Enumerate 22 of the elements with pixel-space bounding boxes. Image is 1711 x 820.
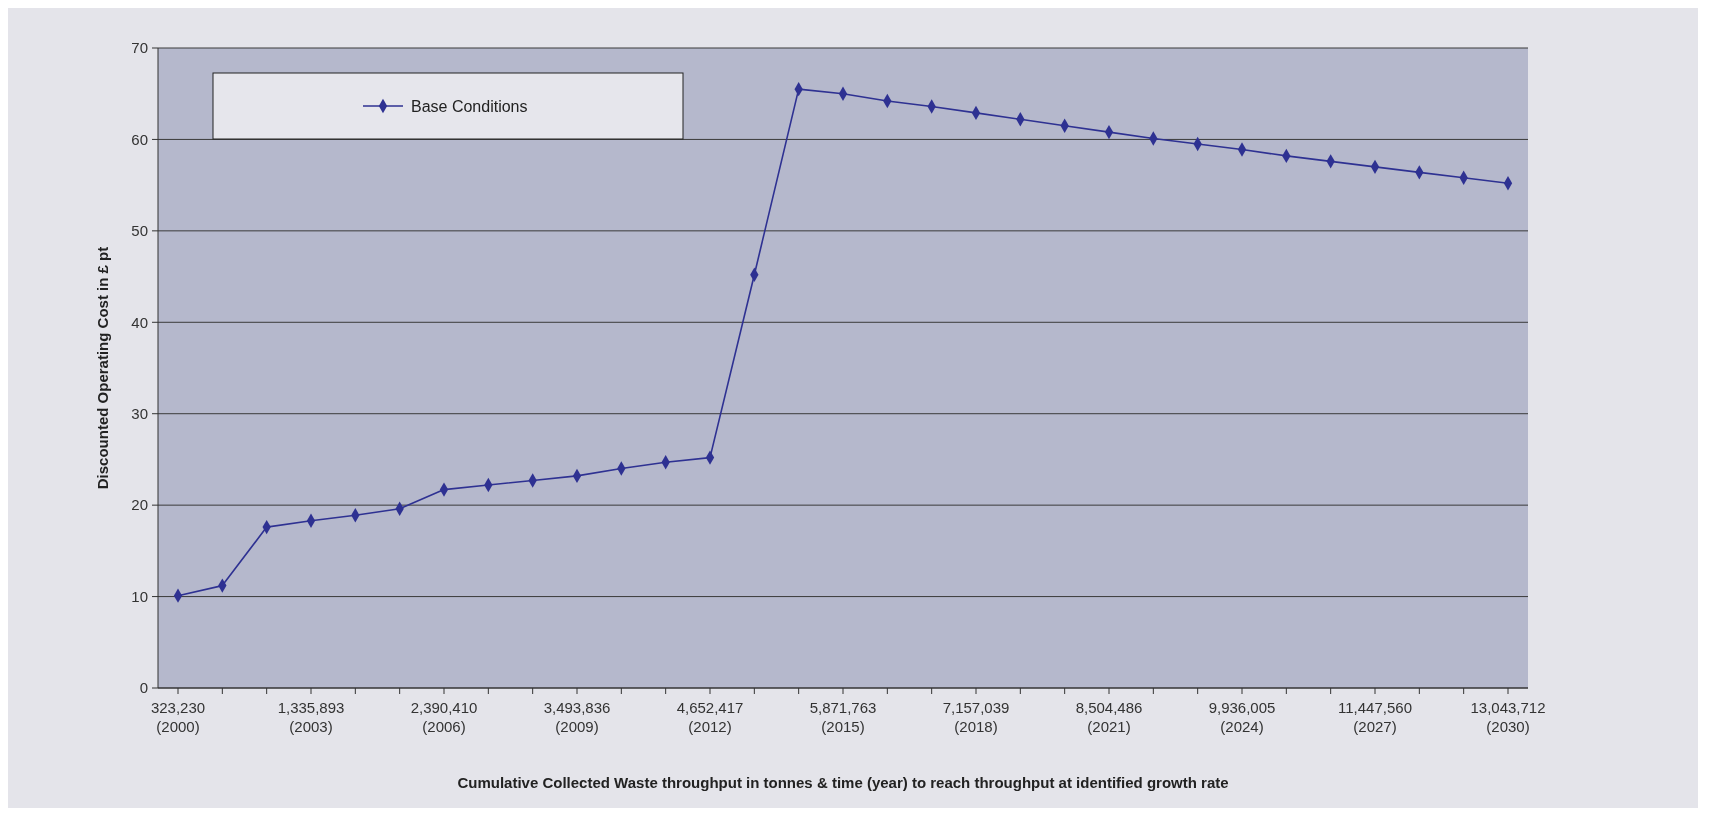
y-tick-label: 10: [131, 587, 148, 605]
y-tick-label: 40: [131, 313, 148, 331]
x-axis-title: Cumulative Collected Waste throughput in tonnes & time (year) to reach throughput at identified growth rate: [457, 774, 1229, 791]
x-tick-label: 9,936,005 (2024): [1208, 699, 1276, 735]
y-tick-label: 70: [131, 39, 148, 57]
y-tick-label: 30: [131, 404, 148, 422]
y-tick-label: 0: [139, 679, 148, 697]
x-tick-label: 8,504,486 (2021): [1075, 699, 1143, 735]
x-tick-label: 323,230 (2000): [150, 699, 206, 735]
x-tick-label: 11,447,560 (2027): [1338, 699, 1412, 735]
y-tick-label: 50: [131, 222, 148, 240]
x-tick-label: 1,335,893 (2003): [277, 699, 345, 735]
x-tick-label: 3,493,836 (2009): [543, 699, 611, 735]
legend-label: Base Conditions: [411, 97, 528, 115]
y-tick-label: 60: [131, 130, 148, 148]
y-axis-title: Discounted Operating Cost in £ pt: [94, 246, 111, 490]
x-tick-label: 5,871,763 (2015): [809, 699, 877, 735]
x-tick-label: 7,157,039 (2018): [942, 699, 1010, 735]
x-tick-label: 13,043,712 (2030): [1470, 699, 1546, 735]
x-tick-label: 4,652,417 (2012): [676, 699, 744, 735]
x-tick-label: 2,390,410 (2006): [410, 699, 478, 735]
y-tick-label: 20: [131, 496, 148, 514]
